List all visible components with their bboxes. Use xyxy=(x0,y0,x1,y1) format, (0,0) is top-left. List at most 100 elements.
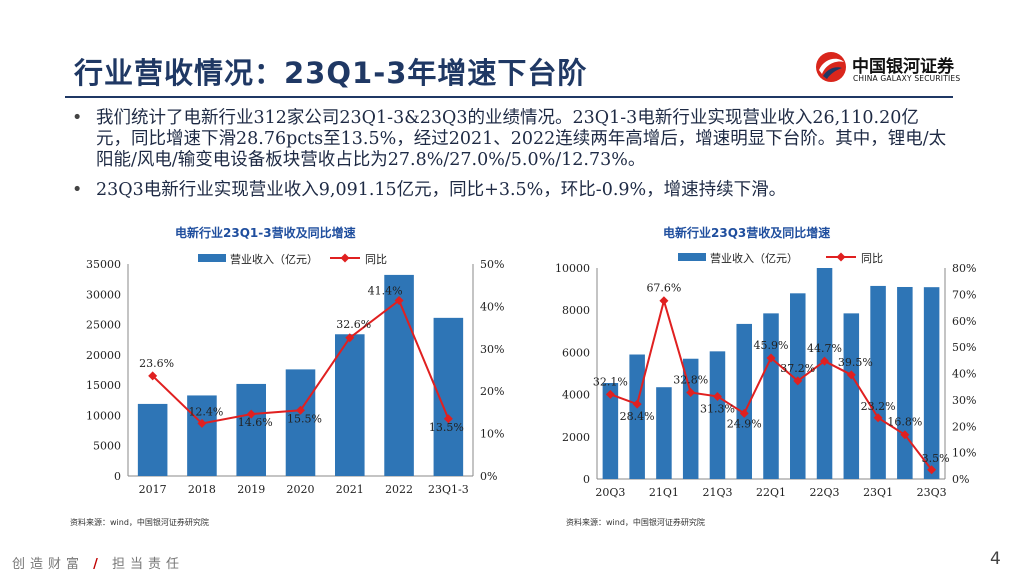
yoy-point xyxy=(927,465,937,475)
legend-bar-swatch xyxy=(198,254,226,262)
revenue-bar xyxy=(236,383,266,476)
yoy-point xyxy=(873,413,883,423)
x-tick-label: 22Q1 xyxy=(756,486,786,499)
legend-line-marker xyxy=(340,253,350,263)
yoy-data-label: 28.4% xyxy=(620,410,655,423)
logo-text-en: CHINA GALAXY SECURITIES xyxy=(853,74,961,83)
yoy-data-label: 67.6% xyxy=(646,282,681,295)
title-divider xyxy=(65,96,953,98)
yoy-point xyxy=(246,409,256,419)
x-tick-label: 23Q1-3 xyxy=(428,483,469,496)
x-tick-label: 22Q3 xyxy=(810,486,840,499)
revenue-bar xyxy=(923,287,940,479)
yoy-data-label: 15.5% xyxy=(287,412,322,425)
yoy-point xyxy=(686,387,696,397)
y-left-tick-label: 0 xyxy=(114,470,121,483)
yoy-data-label: 44.7% xyxy=(807,342,842,355)
y-left-tick-label: 10000 xyxy=(555,262,590,275)
legend-bar-swatch xyxy=(678,253,706,261)
y-left-tick-label: 10000 xyxy=(86,409,121,422)
page-number: 4 xyxy=(990,549,1001,569)
footer-slogan-b: 担当责任 xyxy=(112,557,185,572)
y-left-tick-label: 2000 xyxy=(562,431,590,444)
revenue-bar xyxy=(656,387,672,479)
x-tick-label: 21Q3 xyxy=(702,486,732,499)
footer-slogan: 创造财富 / 担当责任 xyxy=(12,553,184,572)
bullet-item: • 23Q3电新行业实现营业收入9,091.15亿元，同比+3.5%，环比-0.… xyxy=(70,180,950,201)
y-right-tick-label: 40% xyxy=(480,300,504,313)
yoy-point xyxy=(148,371,158,381)
logo-mark-icon xyxy=(816,52,846,82)
y-right-tick-label: 50% xyxy=(952,341,976,354)
y-left-tick-label: 35000 xyxy=(86,258,121,271)
y-right-tick-label: 60% xyxy=(952,315,976,328)
yoy-data-label: 32.6% xyxy=(336,318,371,331)
y-right-tick-label: 0% xyxy=(952,473,969,486)
y-right-tick-label: 10% xyxy=(480,428,504,441)
revenue-bar xyxy=(790,293,806,479)
legend-bar-label: 营业收入（亿元） xyxy=(710,251,798,265)
chart-1-title: 电新行业23Q1-3营收及同比增速 xyxy=(175,226,356,240)
page-title: 行业营收情况：23Q1-3年增速下台阶 xyxy=(74,56,588,90)
revenue-bar xyxy=(285,369,316,476)
y-left-tick-label: 30000 xyxy=(86,288,121,301)
yoy-point xyxy=(605,389,615,399)
x-tick-label: 2018 xyxy=(188,483,216,496)
legend-line-label: 同比 xyxy=(861,252,883,265)
legend-bar-label: 营业收入（亿元） xyxy=(230,252,318,266)
x-tick-label: 23Q1 xyxy=(863,486,893,499)
yoy-data-label: 45.9% xyxy=(754,339,789,352)
y-right-tick-label: 20% xyxy=(952,420,976,433)
yoy-point xyxy=(846,370,856,380)
y-left-tick-label: 4000 xyxy=(562,389,590,402)
yoy-data-label: 39.5% xyxy=(838,356,873,369)
yoy-data-label: 41.4% xyxy=(368,284,403,297)
yoy-data-label: 23.6% xyxy=(139,357,174,370)
logo-text-cn: 中国银河证券 xyxy=(852,57,954,77)
y-right-tick-label: 0% xyxy=(480,470,497,483)
yoy-data-label: 13.5% xyxy=(429,421,464,434)
x-tick-label: 2021 xyxy=(336,483,364,496)
y-left-tick-label: 5000 xyxy=(93,440,121,453)
y-right-tick-label: 30% xyxy=(952,394,976,407)
y-right-tick-label: 20% xyxy=(480,385,504,398)
chart-1-source: 资料来源：wind，中国银河证券研究院 xyxy=(70,518,209,527)
summary-bullets: • 我们统计了电新行业312家公司23Q1-3&23Q3的业绩情况。23Q1-3… xyxy=(70,108,950,210)
y-right-tick-label: 30% xyxy=(480,343,504,356)
revenue-bar xyxy=(816,268,833,479)
yoy-data-label: 32.1% xyxy=(593,375,628,388)
yoy-data-label: 12.4% xyxy=(188,405,223,418)
yoy-data-label: 16.8% xyxy=(887,416,922,429)
x-tick-label: 23Q3 xyxy=(917,486,947,499)
y-right-tick-label: 70% xyxy=(952,288,976,301)
revenue-bar xyxy=(843,313,860,479)
x-tick-label: 20Q3 xyxy=(595,486,625,499)
revenue-bar xyxy=(602,382,619,479)
y-left-tick-label: 0 xyxy=(583,473,590,486)
yoy-data-label: 32.8% xyxy=(673,373,708,386)
legend-line-label: 同比 xyxy=(365,253,387,266)
yoy-point xyxy=(820,356,830,366)
yoy-data-label: 31.3% xyxy=(700,402,735,415)
revenue-bar xyxy=(137,403,168,476)
yoy-point xyxy=(443,414,453,424)
yoy-point xyxy=(659,296,669,306)
y-left-tick-label: 8000 xyxy=(562,304,590,317)
yoy-data-label: 24.9% xyxy=(727,417,762,430)
legend-line-marker xyxy=(836,252,846,262)
revenue-bar xyxy=(870,285,886,479)
y-right-tick-label: 10% xyxy=(952,447,976,460)
y-left-tick-label: 20000 xyxy=(86,349,121,362)
company-logo: 中国银河证券 CHINA GALAXY SECURITIES xyxy=(814,50,964,90)
yoy-data-label: 3.5% xyxy=(922,452,950,465)
chart-2-source: 资料来源：wind，中国银河证券研究院 xyxy=(566,518,705,527)
revenue-bar xyxy=(682,358,699,479)
x-tick-label: 2019 xyxy=(237,483,265,496)
revenue-bar xyxy=(897,286,913,479)
y-left-tick-label: 25000 xyxy=(86,319,121,332)
chart-2-title: 电新行业23Q3营收及同比增速 xyxy=(663,226,831,240)
x-tick-label: 2020 xyxy=(287,483,315,496)
yoy-point xyxy=(394,295,404,305)
